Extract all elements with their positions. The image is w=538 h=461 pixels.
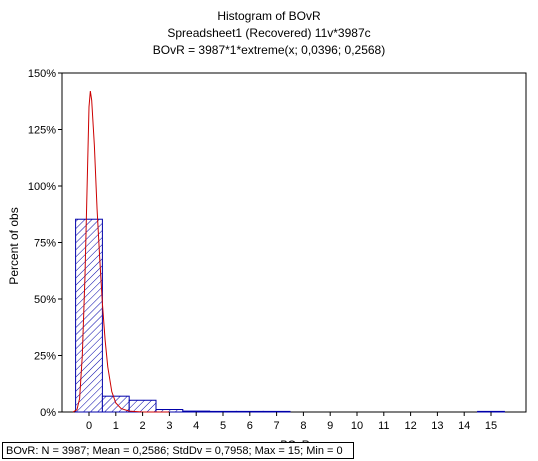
fit-label: BOvR = 3987*1*extreme(x; 0,0396; 0,2568) (152, 43, 386, 57)
y-tick-label: 125% (28, 125, 56, 137)
y-tick-label: 50% (34, 294, 56, 306)
stats-box: BOvR: N = 3987; Mean = 0,2586; StdDv = 0… (2, 442, 354, 459)
x-tick-label: 13 (431, 420, 443, 432)
x-tick-label: 4 (193, 420, 199, 432)
y-axis-label: Percent of obs (7, 207, 21, 284)
x-tick-label: 10 (351, 420, 363, 432)
x-tick-label: 15 (485, 420, 497, 432)
fit-curve-line (72, 91, 170, 413)
histogram-bar-6 (235, 410, 264, 413)
x-tick-label: 14 (458, 420, 470, 432)
x-tick-label: 2 (140, 420, 146, 432)
y-tick-label: 100% (28, 181, 56, 193)
y-tick-label: 150% (28, 68, 56, 80)
y-tick-label: 25% (34, 351, 56, 363)
histogram-bar-0 (75, 218, 103, 413)
x-tick-label: 5 (220, 420, 226, 432)
x-tick-label: 9 (327, 420, 333, 432)
histogram-bar-2 (128, 399, 157, 413)
x-tick-label: 8 (300, 420, 306, 432)
y-tick-label: 75% (34, 238, 56, 250)
x-tick-label: 12 (404, 420, 416, 432)
x-tick-label: 6 (247, 420, 253, 432)
histogram-bar-4 (182, 410, 211, 413)
y-tick-label: 0% (40, 407, 56, 419)
plot-frame (61, 72, 527, 413)
x-tick-label: 11 (378, 420, 389, 432)
histogram-bar-7 (262, 410, 291, 413)
x-tick-label: 7 (274, 420, 280, 432)
x-tick-label: 1 (113, 420, 119, 432)
x-tick-label: 0 (86, 420, 92, 432)
histogram-bar-5 (209, 410, 237, 413)
chart-titles: Histogram of BOvR Spreadsheet1 (Recovere… (0, 8, 538, 59)
chart-subtitle: Spreadsheet1 (Recovered) 11v*3987c (167, 26, 371, 40)
x-tick-label: 3 (166, 420, 172, 432)
histogram-bar-15 (477, 410, 505, 413)
chart-title: Histogram of BOvR (217, 9, 321, 23)
